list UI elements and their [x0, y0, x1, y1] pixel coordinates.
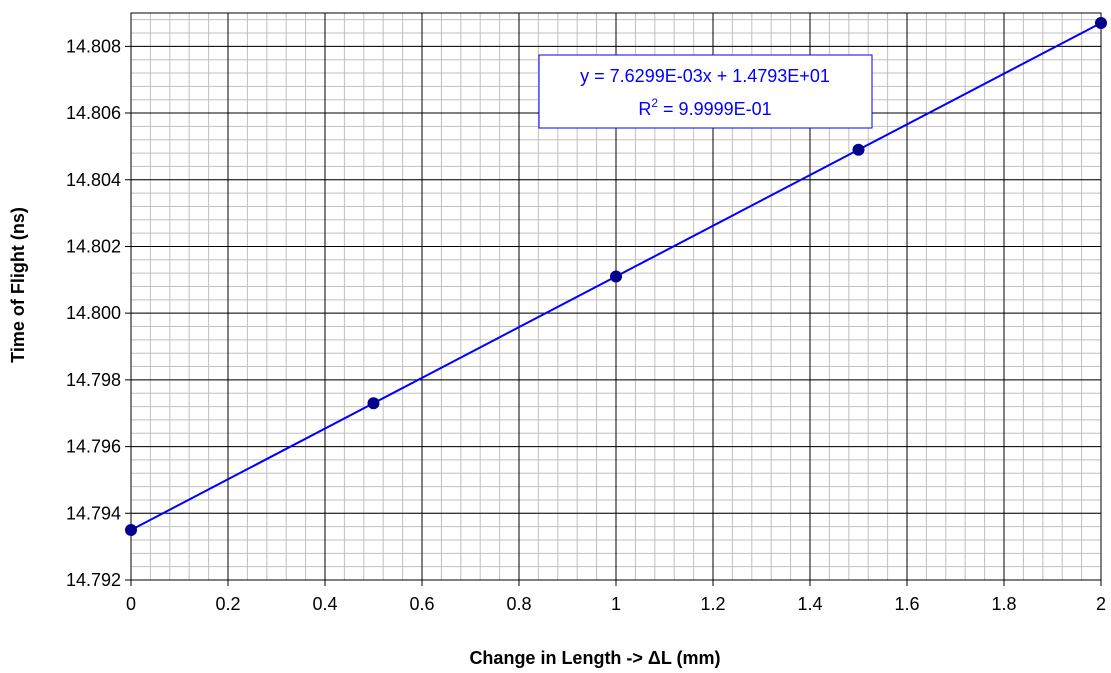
data-points — [125, 17, 1107, 536]
x-tick-label: 0.2 — [215, 594, 240, 614]
r-squared-label: R2 = 9.9999E-01 — [638, 96, 771, 119]
y-tick-label: 14.804 — [66, 170, 121, 190]
x-tick-label: 1.4 — [797, 594, 822, 614]
y-tick-label: 14.796 — [66, 437, 121, 457]
x-tick-label: 0.8 — [506, 594, 531, 614]
y-tick-label: 14.806 — [66, 103, 121, 123]
y-tick-label: 14.800 — [66, 303, 121, 323]
y-tick-labels: 14.792 14.794 14.796 14.798 14.800 14.802 14.8… — [66, 36, 121, 590]
plot-frame — [130, 12, 1102, 581]
x-tick-label: 1.6 — [894, 594, 919, 614]
x-tick-label: 1 — [611, 594, 621, 614]
trendline-equation-box: y = 7.6299E-03x + 1.4793E+01 R2 = 9.9999… — [538, 54, 873, 129]
data-point — [367, 397, 380, 410]
y-tick-label: 14.808 — [66, 36, 121, 56]
x-tick-label: 0 — [126, 594, 136, 614]
data-point — [610, 270, 622, 283]
y-tick-label: 14.798 — [66, 370, 121, 390]
trendline-equation: y = 7.6299E-03x + 1.4793E+01 — [580, 66, 830, 86]
x-tick-label: 1.2 — [700, 594, 725, 614]
y-tick-label: 14.792 — [66, 570, 121, 590]
x-tick-label: 0.6 — [409, 594, 434, 614]
x-tick-label: 1.8 — [991, 594, 1016, 614]
x-axis-title: Change in Length -> ΔL (mm) — [469, 648, 720, 668]
x-tick-label: 0.4 — [312, 594, 337, 614]
y-axis-title: Time of Flight (ns) — [8, 207, 28, 363]
y-tick-label: 14.802 — [66, 236, 121, 256]
y-tick-label: 14.794 — [66, 503, 121, 523]
data-point — [125, 523, 137, 536]
x-tick-labels: 0 0.2 0.4 0.6 0.8 1 1.2 1.4 1.6 1.8 2 — [126, 594, 1106, 614]
data-point — [1095, 17, 1107, 30]
x-tick-label: 2 — [1096, 594, 1106, 614]
data-point — [852, 143, 865, 156]
